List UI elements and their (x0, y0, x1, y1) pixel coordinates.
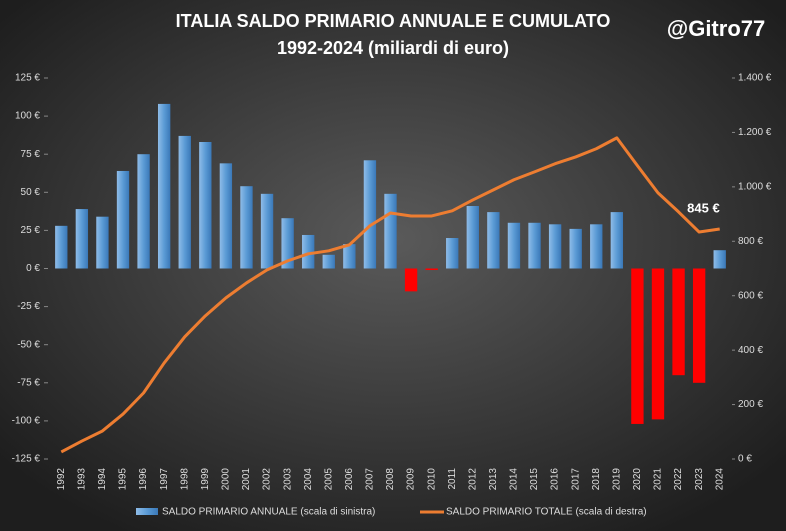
x-tick-label: 2018 (591, 468, 602, 491)
x-tick-label: 2017 (570, 468, 581, 491)
bar (116, 170, 130, 269)
y-tick-label: 100 € (15, 111, 40, 122)
x-tick-label: 1995 (118, 468, 129, 491)
x-tick-label: 2024 (714, 468, 725, 491)
y-tick-label: -100 € (12, 416, 41, 427)
bar (610, 212, 624, 269)
bar (384, 193, 397, 269)
x-tick-label: 1993 (77, 468, 88, 491)
x-tick-label: 2020 (632, 468, 643, 491)
y-tick-label: 25 € (21, 225, 41, 236)
x-tick-label: 2011 (447, 468, 458, 490)
x-tick-label: 2022 (673, 468, 684, 491)
x-tick-label: 2019 (611, 468, 622, 491)
x-tick-label: 2000 (221, 468, 232, 491)
y2-tick-label: 0 € (738, 454, 752, 465)
x-tick-label: 2005 (323, 468, 334, 491)
x-tick-label: 2015 (529, 468, 540, 491)
bar (178, 135, 191, 269)
y-tick-label: 75 € (21, 149, 41, 160)
bar (569, 228, 582, 269)
x-tick-label: 2023 (694, 468, 705, 491)
bar (219, 163, 233, 269)
x-tick-label: 1996 (138, 468, 149, 491)
bar (590, 224, 603, 269)
bar (713, 250, 726, 269)
bar (692, 268, 706, 383)
chart-title: ITALIA SALDO PRIMARIO ANNUALE E CUMULATO (176, 11, 611, 31)
x-tick-label: 2014 (509, 468, 520, 491)
y-tick-label: -50 € (17, 339, 40, 350)
legend-label: SALDO PRIMARIO TOTALE (scala di destra) (446, 507, 647, 518)
bar (240, 186, 253, 269)
bar (631, 268, 644, 424)
bar (281, 218, 294, 269)
bar (446, 238, 459, 269)
x-tick-label: 1997 (159, 468, 170, 491)
bar (404, 268, 418, 292)
bar (507, 222, 521, 269)
bar (322, 254, 335, 269)
x-tick-label: 2012 (467, 468, 478, 491)
y2-tick-label: 400 € (738, 345, 763, 356)
y2-tick-label: 1.200 € (738, 127, 772, 138)
bar (260, 193, 274, 269)
line (60, 136, 720, 454)
x-tick-label: 2003 (282, 468, 293, 491)
x-tick-label: 2016 (550, 468, 561, 491)
x-tick-label: 2009 (406, 468, 417, 491)
x-tick-label: 2001 (241, 468, 252, 491)
legend-swatch (136, 508, 158, 515)
y2-tick-label: 800 € (738, 236, 763, 247)
bar (672, 268, 685, 376)
data-label: 845 € (687, 200, 720, 215)
x-tick-label: 2004 (303, 468, 314, 491)
bar (548, 224, 562, 269)
bar (199, 142, 212, 269)
x-tick-label: 2021 (653, 468, 664, 491)
chart-subtitle: 1992-2024 (miliardi di euro) (277, 38, 509, 58)
y-tick-label: -125 € (12, 454, 41, 465)
y2-tick-label: 1.000 € (738, 181, 772, 192)
x-tick-label: 2013 (488, 468, 499, 491)
y-tick-label: 50 € (21, 187, 41, 198)
bar (75, 209, 89, 269)
x-tick-label: 1998 (179, 468, 190, 491)
x-tick-label: 1999 (200, 468, 211, 491)
y-tick-label: 0 € (26, 263, 40, 274)
bar (425, 268, 438, 271)
y2-tick-label: 1.400 € (738, 73, 772, 84)
y-tick-label: -25 € (17, 301, 40, 312)
x-tick-label: 1992 (56, 468, 67, 491)
x-tick-label: 2006 (344, 468, 355, 491)
bar (363, 160, 377, 269)
y-tick-label: -75 € (17, 377, 40, 388)
bar (528, 222, 541, 269)
x-tick-label: 2002 (262, 468, 273, 491)
watermark: @Gitro77 (667, 16, 765, 41)
legend-label: SALDO PRIMARIO ANNUALE (scala di sinistr… (162, 507, 375, 518)
y2-tick-label: 600 € (738, 290, 763, 301)
bar (651, 268, 665, 420)
y-tick-label: 125 € (15, 73, 40, 84)
x-tick-label: 2007 (365, 468, 376, 491)
bar (157, 103, 171, 269)
bar (55, 225, 68, 269)
x-tick-label: 2010 (426, 468, 437, 491)
bar (343, 244, 356, 269)
x-tick-label: 1994 (97, 468, 108, 491)
bar (466, 206, 479, 269)
bar (96, 216, 109, 269)
x-tick-label: 2008 (385, 468, 396, 491)
bar (487, 212, 500, 269)
bar (137, 154, 150, 269)
bar (302, 234, 315, 269)
y2-tick-label: 200 € (738, 399, 763, 410)
